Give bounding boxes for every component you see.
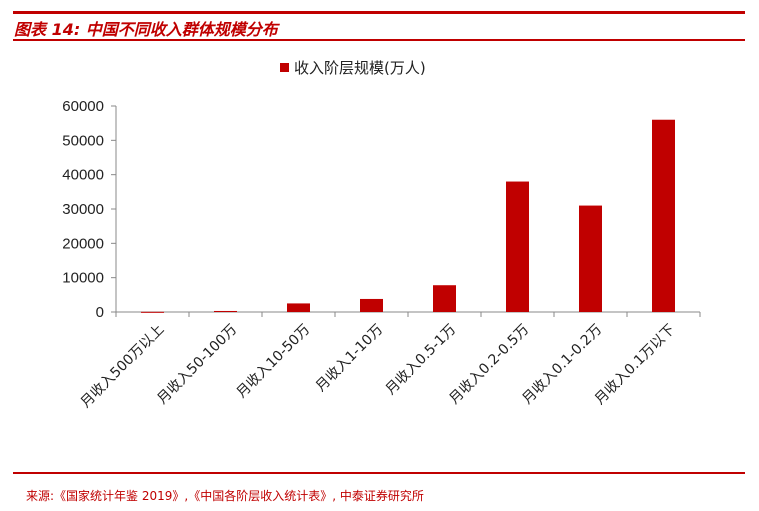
bar (652, 119, 675, 312)
bar (360, 298, 383, 312)
top-rule (13, 11, 745, 14)
x-tick-label: 月收入0.1万以下 (592, 322, 678, 408)
bar-chart: 收入阶层规模(万人) 0 10000 20000 30000 40000 50000 600… (62, 59, 701, 412)
chart-legend: 收入阶层规模(万人) (280, 59, 426, 77)
x-tick-label: 月收入10-50万 (234, 322, 314, 402)
figure-title: 图表 14: 中国不同收入群体规模分布 (14, 20, 278, 39)
bar (506, 181, 529, 312)
x-tick-label: 月收入0.2-0.5万 (446, 322, 532, 408)
x-tick-label: 月收入500万以上 (78, 322, 168, 412)
y-tick-label: 0 (96, 304, 104, 321)
bar (287, 303, 310, 312)
y-tick-label: 10000 (62, 270, 104, 287)
y-tick-label: 40000 (62, 167, 104, 184)
y-tick-label: 30000 (62, 201, 104, 218)
bar (141, 311, 164, 313)
bottom-rule (13, 472, 745, 474)
y-tick-label: 60000 (62, 98, 104, 115)
legend-swatch (280, 63, 289, 72)
x-tick-label: 月收入0.1-0.2万 (519, 322, 605, 408)
x-tick-label: 月收入0.5-1万 (383, 322, 460, 399)
source-note: 来源:《国家统计年鉴 2019》,《中国各阶层收入统计表》, 中泰证券研究所 (26, 489, 424, 503)
bar (214, 310, 237, 312)
y-tick-label: 20000 (62, 235, 104, 252)
x-tick-label: 月收入1-10万 (313, 322, 386, 395)
y-tick-label: 50000 (62, 132, 104, 149)
y-axis: 0 10000 20000 30000 40000 50000 60000 (62, 98, 117, 321)
bar (579, 205, 602, 312)
bar (433, 285, 456, 312)
bar-series (141, 119, 675, 313)
title-rule (13, 39, 745, 41)
x-tick-label: 月收入50-100万 (154, 322, 240, 408)
legend-label: 收入阶层规模(万人) (294, 59, 426, 77)
